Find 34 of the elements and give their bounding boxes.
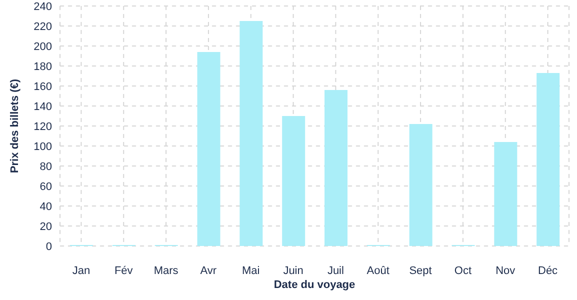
y-tick-label: 80 — [40, 160, 52, 173]
x-tick-label: Oct — [454, 264, 472, 277]
bar — [536, 73, 560, 246]
x-tick-label: Août — [366, 264, 390, 277]
y-tick-label: 100 — [34, 140, 52, 153]
bar — [494, 142, 518, 246]
y-tick-label: 20 — [40, 220, 52, 233]
x-tick-label: Avr — [200, 264, 217, 277]
x-tick-label: Juil — [327, 264, 344, 277]
bar — [324, 90, 348, 246]
x-tick-label: Jan — [72, 264, 90, 277]
y-tick-label: 180 — [34, 60, 52, 73]
y-tick-label: 60 — [40, 180, 52, 193]
y-tick-label: 220 — [34, 20, 52, 33]
x-tick-label: Mars — [154, 264, 179, 277]
y-tick-label: 140 — [34, 100, 52, 113]
y-tick-label: 200 — [34, 40, 52, 53]
y-tick-label: 120 — [34, 120, 52, 133]
x-tick-label: Mai — [242, 264, 260, 277]
bar — [197, 52, 220, 246]
bar — [282, 116, 306, 246]
x-tick-label: Sept — [409, 264, 432, 277]
x-tick-label: Fév — [114, 264, 134, 277]
y-tick-label: 240 — [34, 0, 52, 13]
y-axis-title: Prix des billets (€) — [8, 78, 21, 174]
bar — [240, 21, 263, 246]
y-tick-label: 160 — [34, 80, 52, 93]
bar — [409, 124, 432, 246]
x-tick-label: Juin — [283, 264, 304, 277]
y-tick-label: 0 — [46, 240, 52, 253]
x-tick-label: Déc — [538, 264, 558, 277]
y-tick-label: 40 — [40, 200, 52, 213]
x-tick-label: Nov — [496, 264, 516, 277]
x-axis-title: Date du voyage — [274, 279, 356, 291]
